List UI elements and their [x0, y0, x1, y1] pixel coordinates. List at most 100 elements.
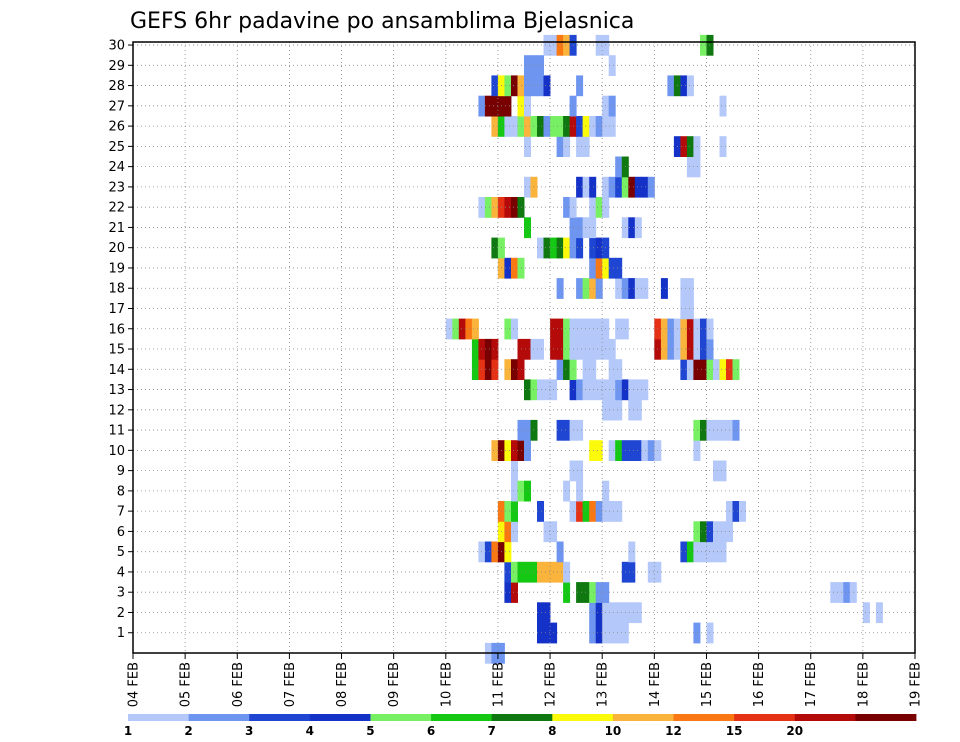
heatmap-cell — [693, 541, 701, 563]
heatmap-cell — [693, 338, 701, 360]
heatmap-cell — [504, 95, 512, 117]
heatmap-cell — [537, 338, 544, 360]
heatmap-cell — [680, 298, 688, 320]
heatmap-cell — [634, 217, 642, 239]
heatmap-cell — [582, 278, 590, 299]
heatmap-cell — [608, 359, 616, 380]
heatmap-cell — [608, 95, 616, 117]
heatmap-cell — [589, 379, 597, 401]
legend-swatch — [734, 714, 796, 721]
legend-swatch — [673, 714, 735, 721]
heatmap-cell — [719, 460, 727, 482]
heatmap-cell — [556, 237, 564, 259]
heatmap-cell — [537, 237, 544, 259]
heatmap-cell — [563, 116, 571, 137]
heatmap-cell — [491, 197, 499, 218]
heatmap-cell — [511, 75, 518, 97]
heatmap-cell — [628, 541, 636, 563]
x-tick-label: 08 FEB — [335, 662, 350, 707]
legend-swatch — [370, 714, 432, 721]
heatmap-cell — [589, 359, 597, 380]
heatmap-cell — [713, 521, 720, 543]
heatmap-cell — [667, 318, 675, 340]
heatmap-cell — [452, 318, 460, 340]
heatmap-cell — [608, 55, 616, 76]
heatmap-cell — [615, 278, 623, 299]
heatmap-cell — [628, 561, 636, 583]
y-tick-label: 3 — [117, 586, 125, 601]
heatmap-cell — [504, 318, 512, 340]
heatmap-cell — [504, 75, 512, 97]
heatmap-cell — [862, 602, 870, 624]
heatmap-cell — [693, 318, 701, 340]
heatmap-cell — [595, 501, 603, 522]
legend-swatch — [128, 714, 190, 721]
heatmap-cell — [524, 480, 531, 502]
heatmap-cell — [680, 75, 688, 97]
y-tick-label: 11 — [108, 424, 125, 439]
heatmap-cell — [615, 156, 623, 178]
heatmap-cell — [700, 419, 707, 441]
heatmap-cell — [504, 541, 512, 563]
heatmap-cell — [491, 541, 499, 563]
heatmap-cell — [589, 257, 597, 279]
heatmap-cell — [667, 75, 675, 97]
heatmap-cell — [563, 197, 571, 218]
heatmap-cell — [595, 34, 603, 56]
heatmap-cell — [576, 460, 584, 482]
heatmap-cell — [543, 116, 551, 137]
heatmap-cell — [563, 419, 571, 441]
heatmap-cell — [589, 622, 597, 644]
heatmap-cell — [582, 379, 590, 401]
y-tick-label: 15 — [108, 343, 125, 358]
heatmap-cell — [660, 318, 668, 340]
heatmap-cell — [491, 75, 499, 97]
heatmap-cell — [647, 561, 655, 583]
heatmap-cell — [484, 541, 492, 563]
heatmap-cell — [680, 338, 688, 360]
heatmap-cell — [491, 359, 499, 380]
heatmap-cell — [686, 298, 694, 320]
y-tick-label: 20 — [108, 241, 125, 256]
heatmap-cell — [693, 521, 701, 543]
heatmap-cell — [458, 318, 466, 340]
heatmap-cell — [595, 278, 603, 299]
heatmap-cell — [660, 338, 668, 360]
heatmap-cell — [589, 217, 597, 239]
heatmap-cell — [693, 156, 701, 178]
y-tick-label: 26 — [108, 120, 125, 135]
heatmap-cell — [589, 278, 597, 299]
heatmap-cell — [713, 419, 720, 441]
heatmap-cell — [589, 338, 597, 360]
heatmap-cell — [732, 359, 740, 380]
heatmap-cell — [491, 338, 499, 360]
y-tick-label: 1 — [117, 626, 125, 641]
heatmap-cell — [693, 359, 701, 380]
legend-label: 1 — [124, 724, 132, 738]
heatmap-cell — [576, 278, 584, 299]
heatmap-cell — [647, 440, 655, 461]
heatmap-cell — [595, 318, 603, 340]
heatmap-cell — [563, 480, 571, 502]
heatmap-cell — [667, 338, 675, 360]
heatmap-cell — [524, 116, 531, 137]
heatmap-cell — [686, 75, 694, 97]
y-tick-label: 5 — [117, 545, 125, 560]
heatmap-cell — [628, 217, 636, 239]
plot-frame — [132, 41, 916, 654]
heatmap-cell — [634, 440, 642, 461]
x-tick-label: 04 FEB — [127, 662, 142, 707]
heatmap-cell — [595, 622, 603, 644]
legend-label: 15 — [726, 724, 743, 738]
heatmap-cell — [556, 338, 564, 360]
heatmap-cell — [680, 136, 688, 157]
heatmap-cell — [576, 419, 584, 441]
heatmap-cell — [582, 176, 590, 198]
heatmap-cell — [543, 622, 551, 644]
heatmap-cell — [511, 521, 518, 543]
heatmap-cell — [836, 582, 844, 603]
heatmap-cell — [686, 338, 694, 360]
x-tick-label: 15 FEB — [700, 662, 715, 707]
legend-label: 5 — [366, 724, 374, 738]
